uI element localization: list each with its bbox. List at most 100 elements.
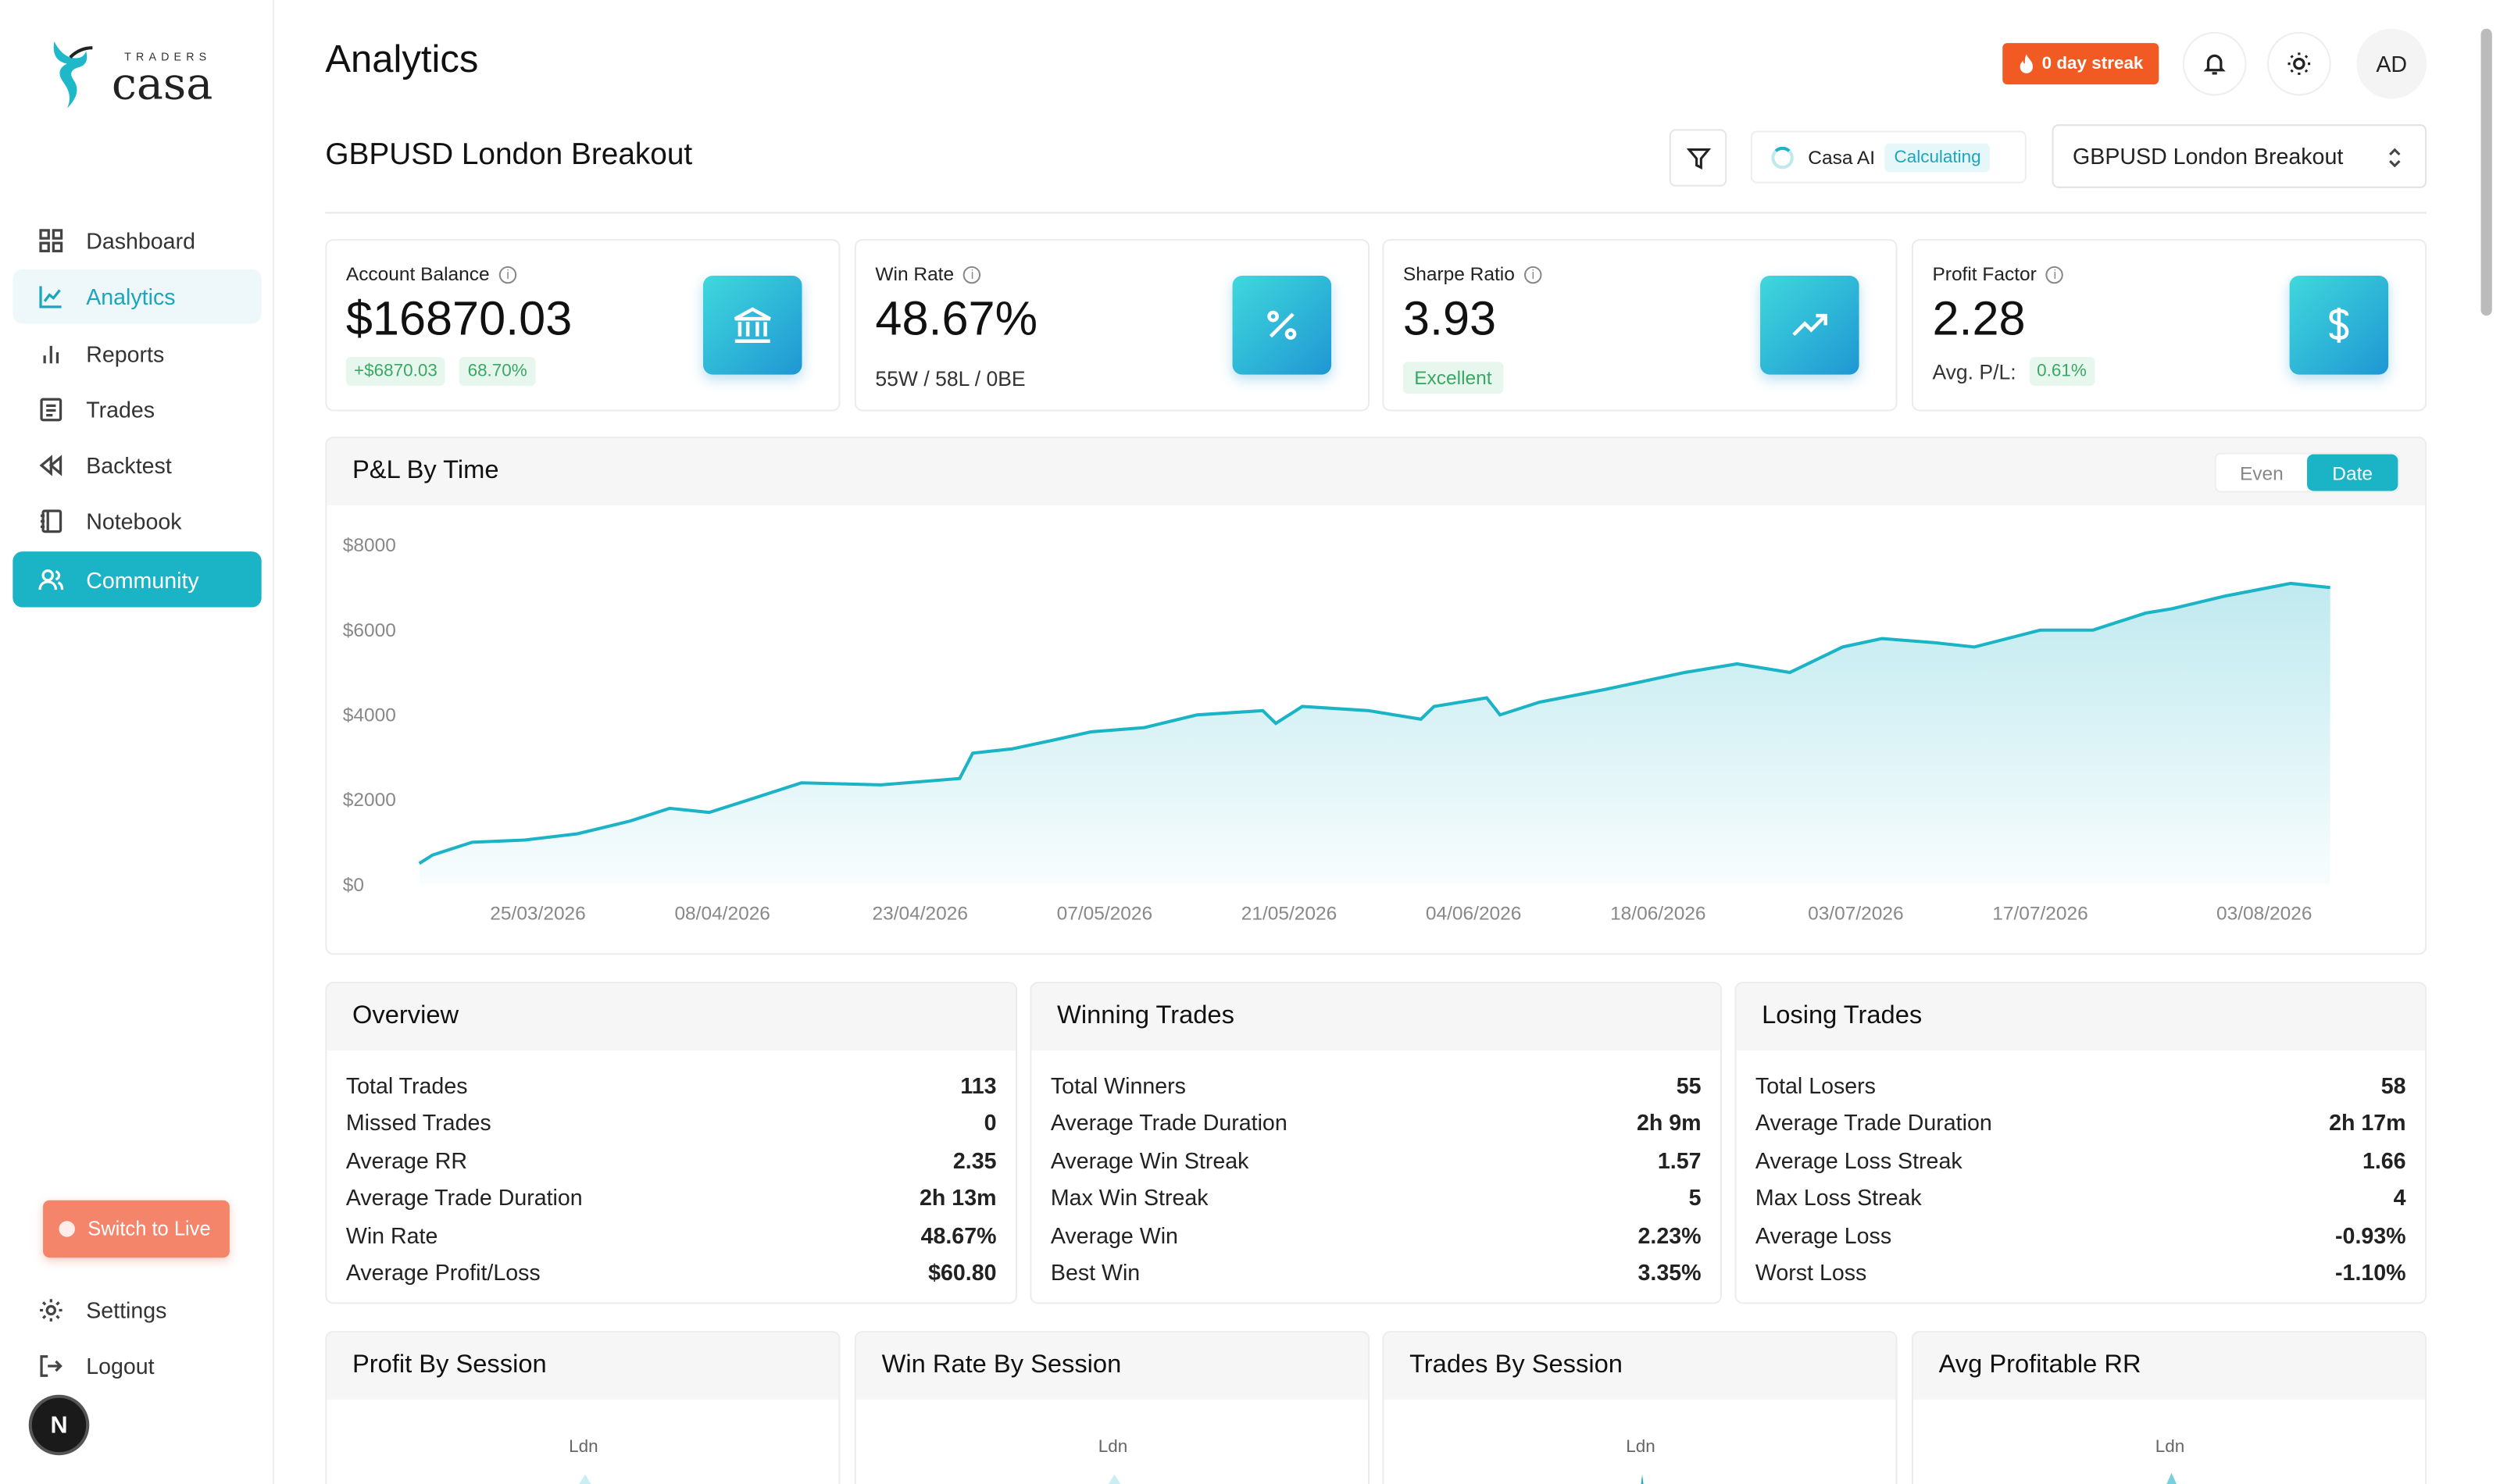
x-tick-label: 08/04/2026 [674, 904, 770, 925]
y-tick-label: $4000 [343, 705, 396, 726]
pnl-chart-panel: P&L By Time Even Date $8000 $6000 $4000 $20… [325, 437, 2427, 955]
stat-row: Win Rate 48.67% [327, 1216, 1016, 1254]
session-label: Ldn [569, 1437, 598, 1457]
stat-row-value: 55 [1676, 1072, 1702, 1098]
strategy-select[interactable]: GBPUSD London Breakout [2052, 124, 2427, 188]
sidebar-item-community[interactable]: Community [12, 552, 262, 608]
streak-badge[interactable]: 0 day streak [2002, 43, 2159, 85]
stat-row: Average Trade Duration 2h 13m [327, 1179, 1016, 1216]
balance-change-chip: +$6870.03 [345, 357, 446, 386]
radar-tip-icon [2166, 1472, 2177, 1484]
scrollbar[interactable] [2480, 28, 2492, 316]
calculating-badge: Calculating [1884, 142, 1991, 172]
notebook-icon [41, 510, 62, 534]
stat-row-key: Average Loss Streak [1755, 1147, 1962, 1173]
user-badge[interactable]: N [28, 1394, 90, 1456]
stat-row-value: 0 [984, 1109, 997, 1136]
stat-row-value: 3.35% [1638, 1259, 1702, 1286]
pnl-view-toggle[interactable]: Even Date [2214, 452, 2400, 493]
losing-trades-panel: Losing Trades Total Losers 58 Average Trad… [1734, 982, 2427, 1304]
filter-button[interactable] [1669, 129, 1727, 187]
stat-row: Average Trade Duration 2h 9m [1031, 1104, 1720, 1141]
switch-to-live-button[interactable]: Switch to Live [43, 1200, 230, 1258]
x-tick-label: 07/05/2026 [1057, 904, 1152, 925]
stat-row-value: 1.57 [1657, 1147, 1702, 1173]
stat-row-key: Average Profit/Loss [345, 1259, 541, 1286]
logout-link[interactable]: Logout [38, 1354, 262, 1379]
stat-row-key: Total Losers [1755, 1072, 1876, 1098]
stat-value: $16870.03 [345, 293, 573, 346]
pnl-area [419, 583, 2330, 885]
stat-row: Total Trades 113 [327, 1066, 1016, 1104]
info-icon[interactable]: i [963, 265, 981, 284]
stat-row: Best Win 3.35% [1031, 1254, 1720, 1291]
info-icon[interactable]: i [2046, 265, 2064, 284]
toggle-even[interactable]: Even [2239, 461, 2284, 484]
bar-chart-icon [43, 345, 59, 363]
logo[interactable]: TRADERS casa [48, 38, 239, 112]
toggle-date[interactable]: Date [2307, 454, 2398, 491]
settings-link[interactable]: Settings [38, 1297, 262, 1323]
stat-row-value: 4 [2393, 1184, 2406, 1211]
bell-icon [2203, 54, 2226, 75]
info-icon[interactable]: i [498, 265, 517, 284]
casa-ai-status[interactable]: Casa AI Calculating [1750, 130, 2027, 184]
sidebar-item-backtest[interactable]: Backtest [12, 439, 261, 493]
balance-percent-chip: 68.70% [459, 357, 535, 386]
stat-row-value: -0.93% [2335, 1222, 2406, 1248]
x-tick-label: 17/07/2026 [1992, 904, 2088, 925]
pnl-chart[interactable]: $8000 $6000 $4000 $2000 $0 25/03/2026 08/04/2… [327, 505, 2425, 955]
stat-label: Sharpe Ratio i [1402, 262, 1542, 286]
overview-title: Overview [327, 983, 1016, 1051]
x-tick-label: 18/06/2026 [1610, 904, 1705, 925]
sidebar-item-notebook[interactable]: Notebook [12, 495, 261, 549]
sidebar-item-label: Dashboard [86, 227, 195, 254]
stat-row: Average Win 2.23% [1031, 1216, 1720, 1254]
overview-list: Total Trades 113 Missed Trades 0 Average RR 2… [327, 1051, 1016, 1291]
theme-toggle-button[interactable] [2267, 31, 2331, 96]
stat-row-value: 2.23% [1638, 1222, 1702, 1248]
x-tick-label: 23/04/2026 [872, 904, 967, 925]
stat-label: Account Balance i [346, 263, 517, 285]
trades-session-title: Trades By Session [1384, 1332, 1896, 1400]
trending-up-icon [1792, 313, 1827, 337]
stat-row: Max Loss Streak 4 [1736, 1179, 2425, 1216]
stat-row-value: 5 [1688, 1184, 1702, 1211]
stat-row-key: Worst Loss [1755, 1259, 1867, 1286]
stat-row: Average Loss Streak 1.66 [1736, 1141, 2425, 1179]
stat-row: Total Winners 55 [1031, 1066, 1720, 1104]
stat-row-value: 113 [960, 1072, 997, 1098]
stat-label-text: Sharpe Ratio [1402, 262, 1515, 286]
stat-row-value: 2h 9m [1636, 1109, 1702, 1136]
stat-row-key: Missed Trades [345, 1109, 491, 1136]
stat-value: 3.93 [1402, 293, 1497, 346]
x-tick-label: 25/03/2026 [490, 904, 585, 925]
stat-label: Win Rate i [875, 263, 981, 285]
sidebar-item-analytics[interactable]: Analytics [12, 269, 262, 324]
notifications-button[interactable] [2182, 31, 2247, 96]
sidebar-item-label: Analytics [86, 284, 176, 310]
sidebar-item-dashboard[interactable]: Dashboard [12, 213, 261, 267]
sidebar-item-reports[interactable]: Reports [12, 326, 261, 380]
gear-icon [40, 1299, 62, 1322]
list-icon [40, 398, 62, 422]
sidebar-item-trades[interactable]: Trades [12, 383, 261, 437]
stat-row-key: Average Trade Duration [1050, 1109, 1288, 1136]
avg-rr-title: Avg Profitable RR [1912, 1332, 2426, 1400]
x-tick-label: 03/07/2026 [1808, 904, 1903, 925]
stat-row-value: 48.67% [920, 1222, 997, 1248]
spinner-icon [1771, 145, 1794, 169]
winrate-session-title: Win Rate By Session [855, 1332, 1369, 1400]
y-tick-label: $2000 [343, 790, 396, 811]
stat-sub: Excellent [1402, 362, 1517, 394]
bank-icon [734, 307, 771, 343]
losing-title: Losing Trades [1736, 983, 2426, 1051]
avatar[interactable]: AD [2356, 28, 2427, 99]
stat-row-key: Total Winners [1050, 1072, 1186, 1098]
brand-name: casa [111, 57, 213, 110]
winning-list: Total Winners 55 Average Trade Duration 2h … [1031, 1051, 1720, 1291]
info-icon[interactable]: i [1524, 265, 1542, 284]
stat-row-key: Win Rate [345, 1222, 438, 1248]
page-title: Analytics [325, 37, 479, 82]
switch-label: Switch to Live [88, 1218, 211, 1240]
